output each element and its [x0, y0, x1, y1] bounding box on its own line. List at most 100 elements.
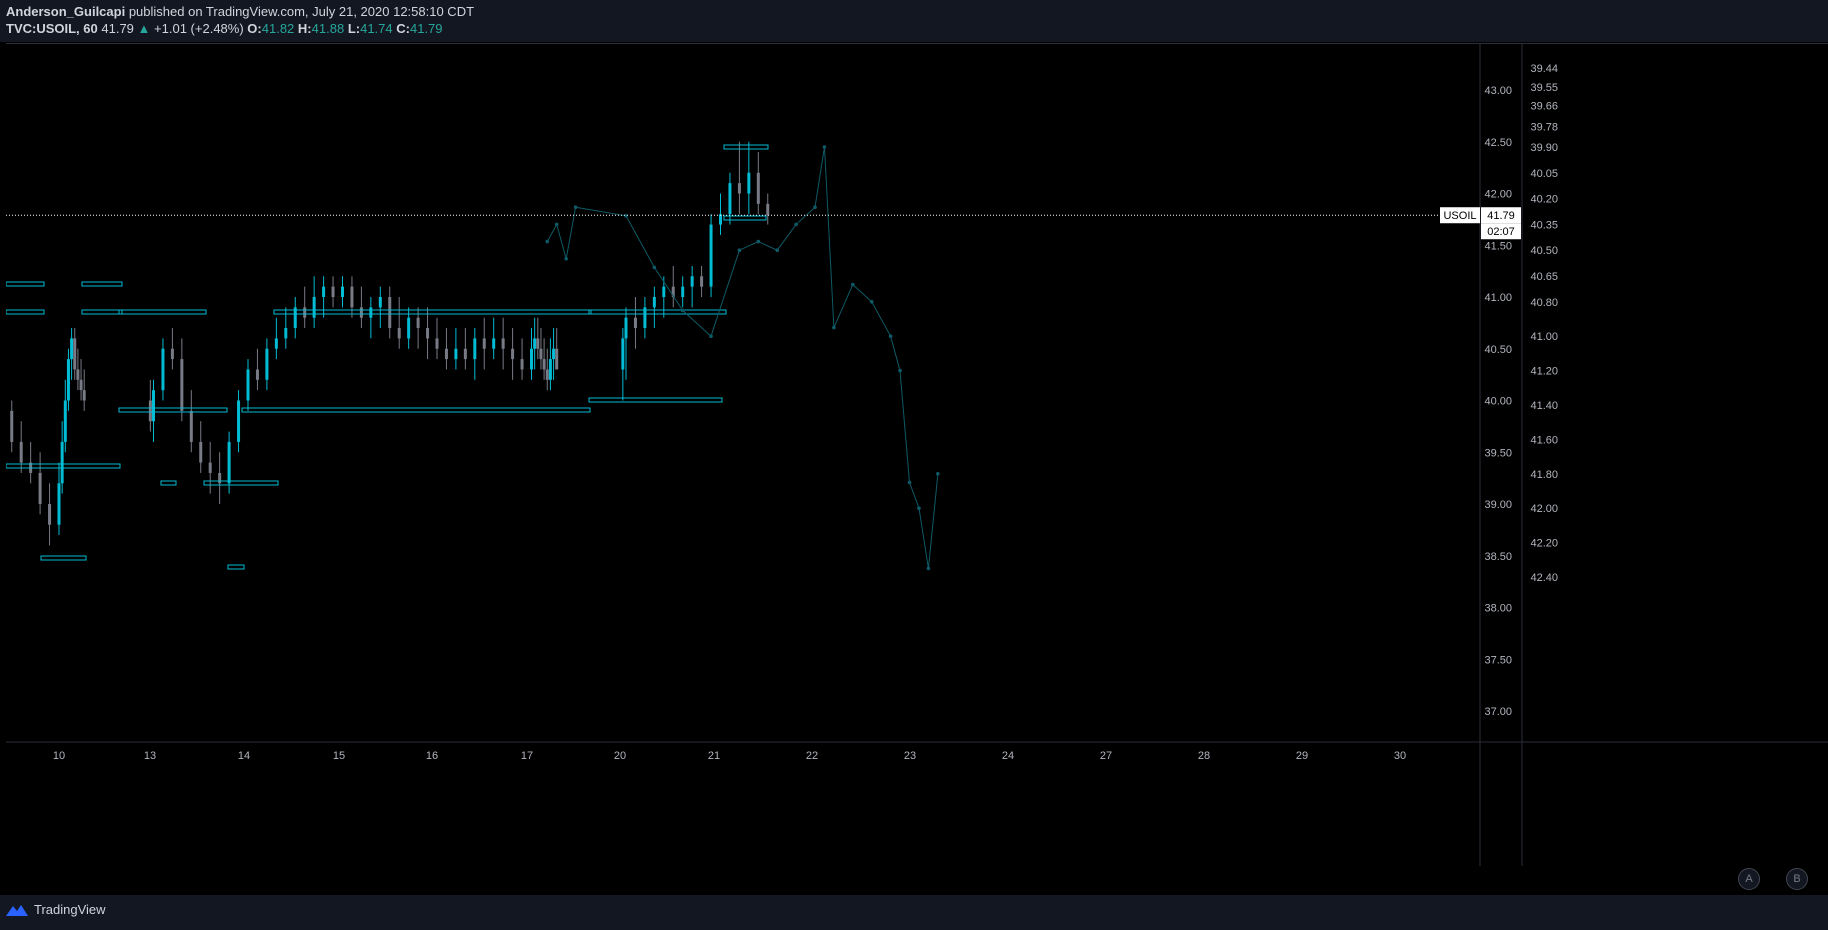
price-chart[interactable]: 43.00 42.50 42.00 41.50 41.00 40.50 40.00 39.50… — [6, 44, 1828, 866]
price-tick-label: 43.00 — [1484, 85, 1512, 97]
overlay-point — [737, 248, 742, 252]
overlay-price-tick-label: 39.78 — [1530, 121, 1558, 133]
candle-body — [756, 172, 760, 204]
overlay-point — [680, 308, 685, 313]
time-tick-label: 17 — [521, 750, 533, 762]
candle-body — [643, 307, 647, 329]
candle-body — [454, 348, 458, 360]
candle-body — [79, 379, 83, 391]
close-label: C: — [396, 21, 410, 36]
level-marker — [81, 281, 123, 287]
candle-body — [737, 183, 741, 194]
level-marker — [40, 555, 87, 561]
time-tick-label: 27 — [1100, 750, 1112, 762]
candle-body — [709, 224, 713, 287]
level-marker — [241, 407, 591, 413]
overlay-price-tick-label: 40.50 — [1530, 245, 1558, 257]
overlay-price-tick-label: 42.00 — [1530, 503, 1558, 515]
author-name[interactable]: Anderson_Guilcapi — [6, 4, 126, 19]
symbol-label[interactable]: TVC:USOIL, 60 — [6, 21, 98, 36]
price-tick-label: 37.00 — [1484, 706, 1512, 718]
candle-body — [633, 317, 637, 329]
overlay-point — [775, 248, 779, 252]
candle-body — [652, 297, 656, 308]
candle-body — [208, 462, 212, 473]
scale-b-button[interactable]: B — [1786, 868, 1808, 890]
candle-body — [38, 472, 42, 504]
candle-body — [435, 338, 439, 349]
change-arrow-icon: ▲ — [137, 21, 151, 36]
candle-body — [76, 369, 80, 380]
candle-body — [369, 307, 373, 318]
candle-body — [681, 286, 685, 297]
level-marker — [203, 480, 279, 486]
candle-body — [539, 348, 543, 360]
overlay-point — [813, 205, 817, 209]
close-value: 41.79 — [409, 21, 443, 36]
overlay-point — [888, 334, 893, 339]
tradingview-brand[interactable]: TradingView — [6, 902, 106, 917]
time-tick-label: 30 — [1394, 750, 1406, 762]
overlay-price-tick-label: 40.80 — [1530, 297, 1558, 309]
candle-body — [303, 307, 307, 318]
price-tick-label: 41.00 — [1484, 292, 1512, 304]
tradingview-logo-icon — [6, 904, 28, 916]
candle-body — [555, 348, 559, 370]
low-label: L: — [347, 21, 361, 36]
overlay-point — [652, 265, 657, 270]
time-tick-label: 13 — [144, 750, 156, 762]
candle-body — [331, 286, 335, 297]
chart-header: Anderson_Guilcapi published on TradingVi… — [0, 0, 1828, 42]
candle-body — [700, 276, 704, 287]
price-tick-label: 42.00 — [1484, 189, 1512, 201]
overlay-price-tick-label: 41.80 — [1530, 469, 1558, 481]
overlay-point — [545, 239, 550, 244]
candle-body — [19, 441, 23, 463]
candle-body — [180, 359, 184, 411]
candle-body — [407, 317, 411, 339]
candle-body — [388, 297, 392, 329]
candle-body — [274, 338, 278, 349]
overlay-price-tick-label: 39.55 — [1530, 82, 1558, 94]
overlay-price-tick-label: 40.35 — [1530, 219, 1558, 231]
last-price-value-box — [1481, 207, 1521, 224]
candle-body — [48, 504, 52, 525]
publish-info: Anderson_Guilcapi published on TradingVi… — [6, 4, 474, 19]
candle-body — [728, 183, 732, 215]
price-tick-label: 37.50 — [1484, 654, 1512, 666]
candle-body — [170, 348, 174, 360]
overlay-point — [573, 205, 578, 209]
candle-body — [82, 390, 86, 401]
candle-body — [671, 286, 675, 297]
candle-body — [359, 307, 363, 318]
level-marker — [6, 463, 121, 469]
candle-body — [426, 328, 430, 339]
time-tick-label: 29 — [1296, 750, 1308, 762]
overlay-point — [907, 480, 912, 485]
candle-body — [492, 338, 496, 349]
price-tick-label: 42.50 — [1484, 137, 1512, 149]
overlay-point — [898, 368, 902, 373]
footer-bar: TradingView — [0, 895, 1828, 930]
overlay-price-tick-label: 42.20 — [1530, 538, 1558, 550]
chart-area[interactable]: 43.00 42.50 42.00 41.50 41.00 40.50 40.00 39.50… — [6, 43, 1828, 866]
candle-body — [60, 441, 64, 484]
auto-scale-button[interactable]: A — [1738, 868, 1760, 890]
candle-body — [152, 390, 155, 422]
candle-body — [690, 276, 694, 287]
candle-body — [227, 441, 231, 484]
candle-body — [397, 328, 401, 339]
candle-body — [536, 338, 540, 349]
time-tick-label: 24 — [1002, 750, 1014, 762]
candle-body — [473, 338, 477, 360]
low-value: 41.74 — [360, 21, 393, 36]
price-tick-label: 40.50 — [1484, 344, 1512, 356]
time-tick-label: 10 — [53, 750, 65, 762]
overlay-point — [756, 239, 761, 244]
overlay-point — [851, 282, 855, 287]
candle-body — [378, 297, 382, 308]
overlay-point — [832, 325, 836, 330]
level-marker — [723, 215, 767, 221]
candle-body — [501, 338, 505, 349]
candle-body — [463, 348, 467, 360]
